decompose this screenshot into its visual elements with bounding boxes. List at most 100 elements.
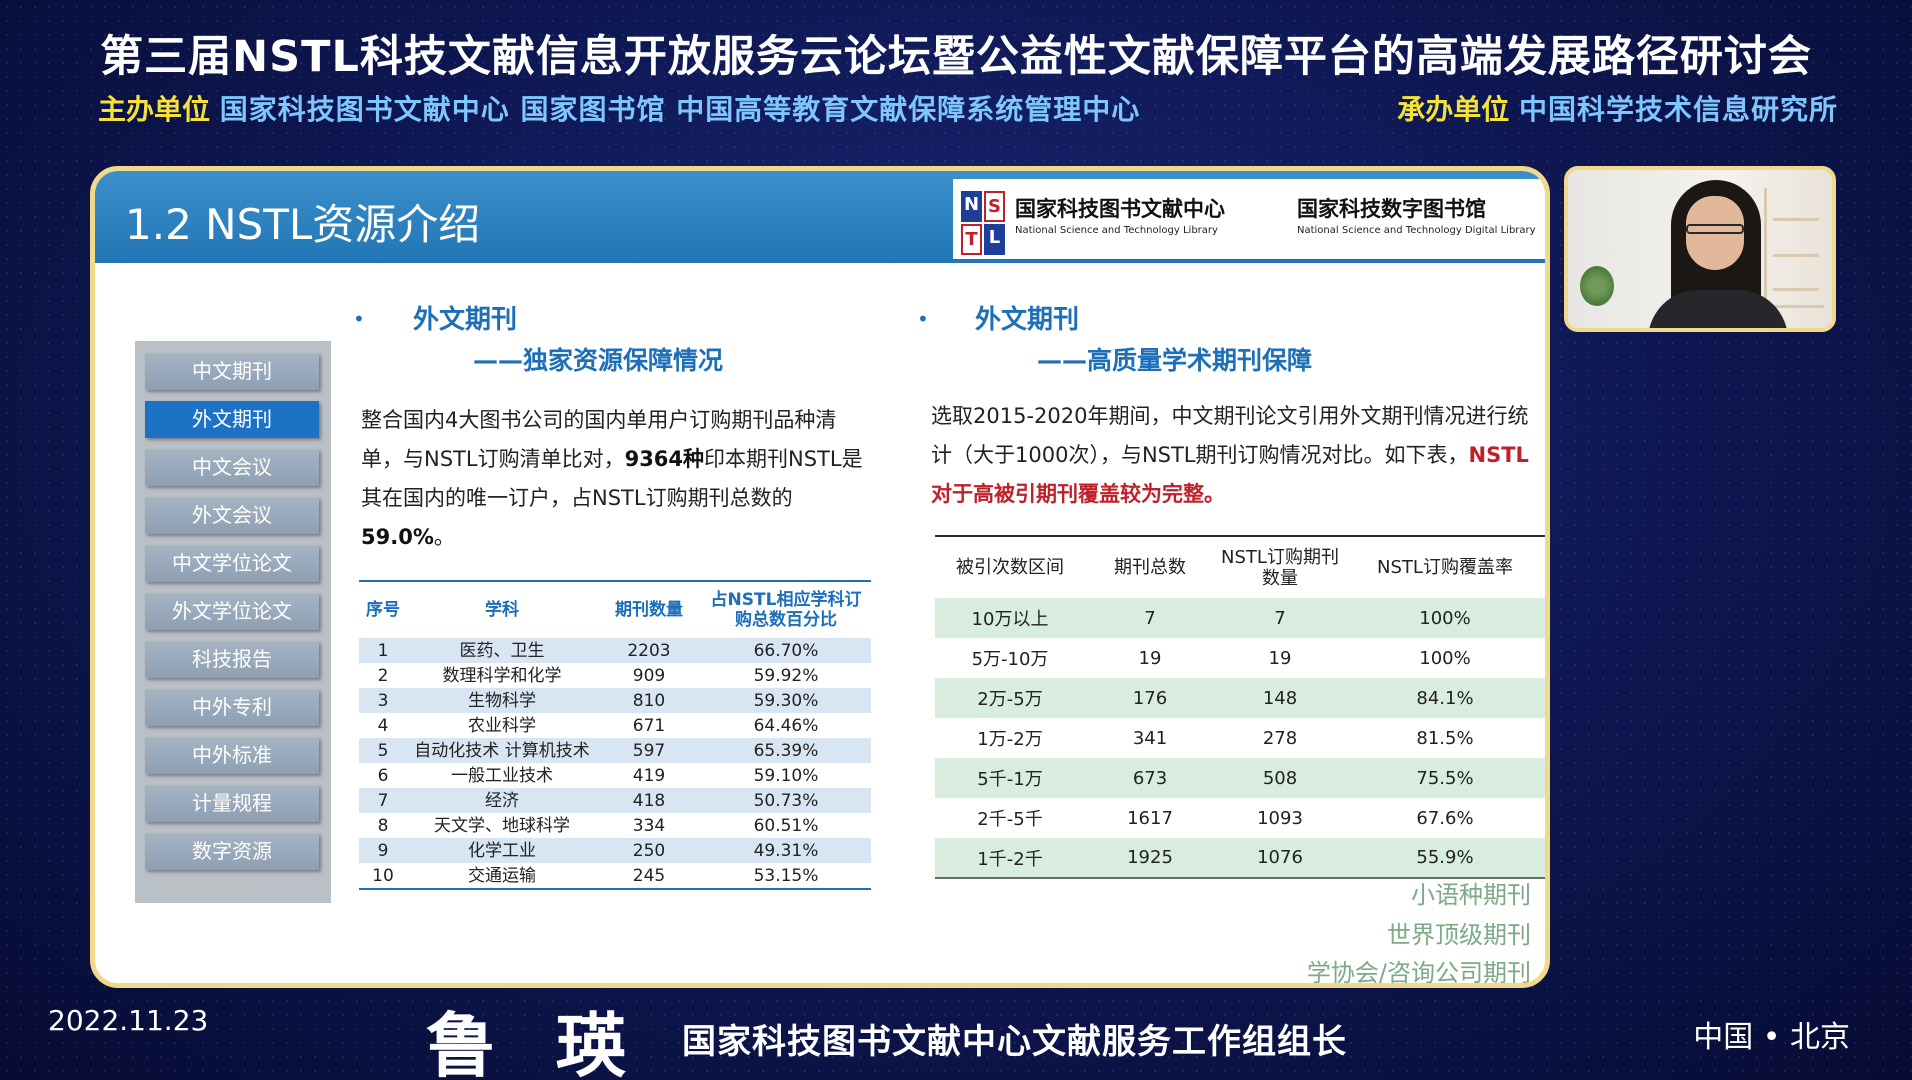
table-cell: 1925	[1085, 838, 1215, 879]
table-cell: 67.6%	[1416, 807, 1474, 829]
organizer-group: 承办单位 中国科学技术信息研究所	[1397, 88, 1838, 128]
table-cell: 176	[1132, 687, 1168, 709]
right-para-text: 选取2015-2020年期间，中文期刊论文引用外文期刊情况进行统计（大于1000…	[931, 404, 1529, 467]
t2-header-range: 被引次数区间	[935, 535, 1085, 598]
table-cell: 673	[1132, 767, 1168, 789]
table-cell: 65.39%	[753, 741, 819, 761]
table-cell: 生物科学	[468, 691, 536, 711]
table-cell: 278	[1262, 727, 1298, 749]
right-subheading: ——高质量学术期刊保障	[1037, 346, 1313, 375]
table-cell: 418	[632, 791, 666, 811]
t1-header-percent: 占NSTL相应学科订购总数百分比	[701, 580, 871, 638]
table-cell: 59.30%	[753, 691, 819, 711]
logo-en-2: National Science and Technology Digital …	[1297, 225, 1536, 236]
table-cell: 10万以上	[971, 609, 1049, 630]
table-cell: 2	[377, 666, 389, 686]
logo-en-1: National Science and Technology Library	[1015, 225, 1218, 236]
table-cell: 7	[377, 791, 389, 811]
t2-header-nstl-count: NSTL订购期刊数量	[1215, 535, 1345, 598]
table-cell: 810	[632, 691, 666, 711]
exclusive-journals-table: 序号 学科 期刊数量 占NSTL相应学科订购总数百分比 1 医药、卫生 2203 66…	[359, 580, 871, 890]
event-location: 中国 • 北京	[1693, 1020, 1850, 1055]
t1-header-no: 序号	[359, 580, 407, 638]
table-row: 9 化学工业 250 49.31%	[359, 838, 871, 863]
table-row: 10 交通运输 245 53.15%	[359, 863, 871, 890]
sidebar-item-8[interactable]: 中外标准	[145, 737, 319, 774]
table-cell: 81.5%	[1416, 727, 1474, 749]
resource-sidebar: 中文期刊外文期刊中文会议外文会议中文学位论文 外文学位论文 科技报告中外专利中外标准…	[135, 341, 331, 903]
organizers-line: 主办单位 国家科技图书文献中心 国家图书馆 中国高等教育文献保障系统管理中心 承…	[98, 88, 1838, 128]
left-para-bold-1: 9364种	[624, 447, 705, 471]
left-para-text-2: 印本期刊NSTL是其在国内的唯一订户，占NSTL订购期刊总数的	[361, 447, 863, 510]
sidebar-item-10[interactable]: 数字资源	[145, 833, 319, 870]
event-date: 2022.11.23	[48, 1004, 209, 1037]
right-bullet: •	[917, 307, 929, 331]
sidebar-item-6[interactable]: 科技报告	[145, 641, 319, 678]
table-cell: 508	[1262, 767, 1298, 789]
table-cell: 3	[377, 691, 389, 711]
link-minor-language-journals[interactable]: 小语种期刊	[1411, 881, 1531, 909]
left-bullet: •	[353, 307, 365, 331]
table-row: 1千-2千 1925 1076 55.9%	[935, 838, 1545, 879]
left-heading: 外文期刊	[413, 305, 518, 335]
table-cell: 100%	[1419, 607, 1471, 629]
host-names: 国家科技图书文献中心 国家图书馆 中国高等教育文献保障系统管理中心	[219, 93, 1141, 126]
table-cell: 100%	[1419, 647, 1471, 669]
host-group: 主办单位 国家科技图书文献中心 国家图书馆 中国高等教育文献保障系统管理中心	[98, 88, 1140, 128]
table-cell: 419	[632, 766, 666, 786]
plant	[1580, 266, 1614, 306]
t2-header-coverage: NSTL订购覆盖率	[1345, 535, 1545, 598]
left-paragraph: 整合国内4大图书公司的国内单用户订购期刊品种清单，与NSTL订购清单比对，936…	[361, 401, 871, 557]
speaker-name: 鲁瑛	[426, 1005, 686, 1080]
table-cell: 农业科学	[468, 716, 536, 736]
table-cell: 1617	[1127, 807, 1173, 829]
table-row: 5 自动化技术 计算机技术 597 65.39%	[359, 738, 871, 763]
right-paragraph: 选取2015-2020年期间，中文期刊论文引用外文期刊情况进行统计（大于1000…	[931, 397, 1543, 514]
table-row: 1万-2万 341 278 81.5%	[935, 718, 1545, 758]
table-row: 5万-10万 19 19 100%	[935, 638, 1545, 678]
sidebar-item-7[interactable]: 中外专利	[145, 689, 319, 726]
sidebar-item-9[interactable]: 计量规程	[145, 785, 319, 822]
sidebar-item-0[interactable]: 中文期刊	[145, 353, 319, 390]
table-cell: 1万-2万	[977, 729, 1043, 750]
nstl-logo: N S T L 国家科技图书文献中心 National Science and …	[953, 179, 1545, 259]
table-row: 2千-5千 1617 1093 67.6%	[935, 798, 1545, 838]
left-para-bold-2: 59.0%	[361, 525, 434, 549]
table-cell: 49.31%	[753, 841, 819, 861]
high-citation-table: 被引次数区间 期刊总数 NSTL订购期刊数量 NSTL订购覆盖率 10万以上 7 7…	[935, 535, 1545, 879]
sidebar-item-4[interactable]: 中文学位论文	[145, 545, 319, 582]
table-row: 8 天文学、地球科学 334 60.51%	[359, 813, 871, 838]
sidebar-item-2[interactable]: 中文会议	[145, 449, 319, 486]
table-row: 7 经济 418 50.73%	[359, 788, 871, 813]
table-cell: 1093	[1257, 807, 1303, 829]
conference-title: 第三届NSTL科技文献信息开放服务云论坛暨公益性文献保障平台的高端发展路径研讨会	[100, 32, 1812, 82]
logo-letter-l: L	[984, 224, 1005, 255]
link-top-journals[interactable]: 世界顶级期刊	[1387, 921, 1531, 949]
table-cell: 671	[632, 716, 666, 736]
table-cell: 334	[632, 816, 666, 836]
right-heading: 外文期刊	[975, 305, 1080, 335]
table-cell: 化学工业	[468, 841, 536, 861]
presentation-slide: 1.2 NSTL资源介绍 N S T L 国家科技图书文献中心 National…	[90, 166, 1550, 988]
table-cell: 2千-5千	[977, 809, 1043, 830]
link-society-journals[interactable]: 学协会/咨询公司期刊	[1306, 959, 1531, 987]
table-cell: 2万-5万	[977, 689, 1043, 710]
sidebar-item-3[interactable]: 外文会议	[145, 497, 319, 534]
logo-cn-1: 国家科技图书文献中心	[1015, 197, 1225, 221]
sidebar-item-5[interactable]: 外文学位论文	[145, 593, 319, 630]
table-row: 4 农业科学 671 64.46%	[359, 713, 871, 738]
left-subheading: ——独家资源保障情况	[473, 346, 724, 375]
speaker-webcam	[1564, 166, 1836, 332]
sidebar-item-1[interactable]: 外文期刊	[145, 401, 319, 438]
nstl-logo-mark: N S T L	[961, 191, 1005, 255]
organizer-names: 中国科学技术信息研究所	[1518, 93, 1838, 126]
speaker-glasses	[1686, 224, 1744, 234]
table-cell: 59.10%	[753, 766, 819, 786]
table-cell: 7	[1144, 607, 1156, 629]
table-cell: 84.1%	[1416, 687, 1474, 709]
right-para-highlight: NSTL对于高被引期刊覆盖较为完整。	[931, 443, 1529, 506]
table-row: 1 医药、卫生 2203 66.70%	[359, 638, 871, 663]
table-cell: 2203	[627, 641, 671, 661]
t1-header-subject: 学科	[407, 580, 597, 638]
table-cell: 10	[359, 863, 407, 890]
